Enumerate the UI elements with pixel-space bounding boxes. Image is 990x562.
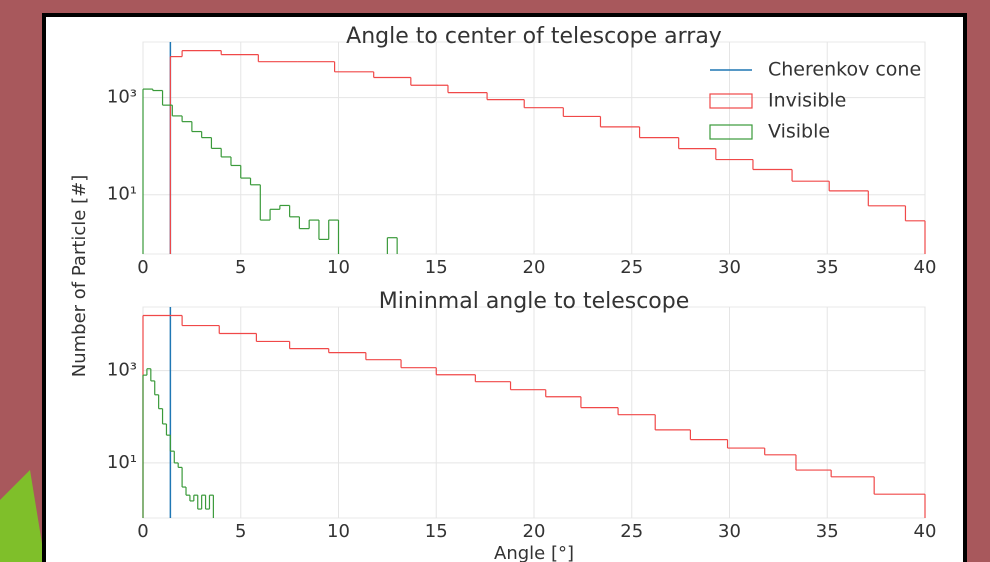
x-tick-label: 40 [914,521,937,542]
x-tick-label: 25 [620,257,643,278]
x-tick-label: 5 [235,521,246,542]
x-tick-label: 15 [425,257,448,278]
x-tick-label: 30 [718,257,741,278]
y-tick-label: 10³ [107,87,137,108]
x-tick-label: 35 [816,521,839,542]
legend-swatch [709,93,753,109]
y-tick-label: 10³ [107,360,137,381]
subplot-title: Angle to center of telescope array [346,24,722,49]
legend-label: Visible [768,121,830,143]
legend-label: Cherenkov cone [768,59,921,81]
x-tick-label: 15 [425,521,448,542]
x-tick-label: 35 [816,257,839,278]
x-tick-label: 25 [620,521,643,542]
x-tick-label: 20 [523,521,546,542]
x-tick-label: 0 [137,257,148,278]
x-tick-label: 10 [327,257,350,278]
x-tick-label: 30 [718,521,741,542]
y-tick-label: 10¹ [107,184,137,205]
x-tick-label: 10 [327,521,350,542]
x-tick-label: 20 [523,257,546,278]
y-tick-label: 10¹ [107,452,137,473]
x-tick-label: 0 [137,521,148,542]
legend-swatch [709,124,753,140]
y-axis-label: Number of Particle [#] [69,175,90,377]
subplot-title: Mininmal angle to telescope [379,289,690,314]
x-tick-label: 40 [914,257,937,278]
x-axis-label: Angle [°] [494,543,574,562]
x-tick-label: 5 [235,257,246,278]
decoration [0,470,45,562]
legend-label: Invisible [768,90,846,112]
